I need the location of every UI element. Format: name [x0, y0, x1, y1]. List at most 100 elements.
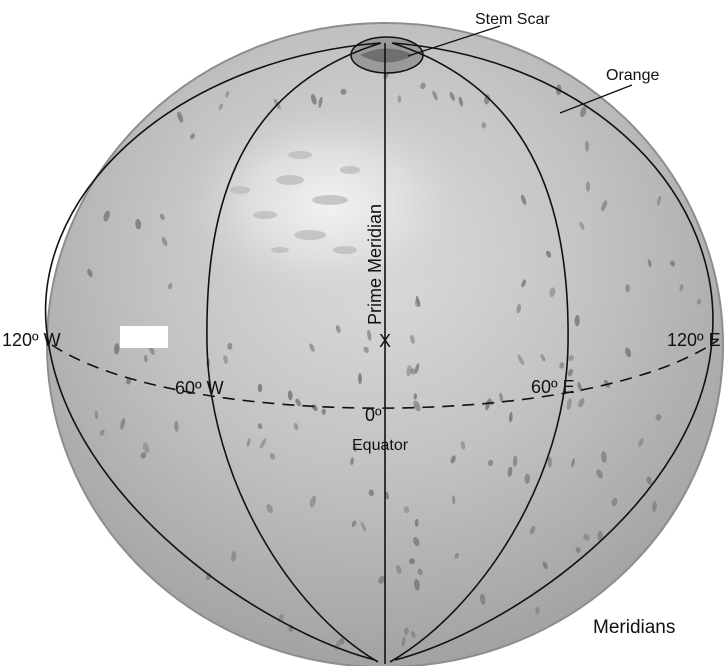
peel-pore — [87, 268, 93, 278]
prime-meridian-label: Prime Meridian — [365, 204, 385, 325]
peel-pore — [578, 398, 585, 408]
peel-pore — [396, 565, 402, 574]
peel-pore — [340, 88, 347, 95]
peel-pore — [142, 442, 150, 454]
peel-pore — [257, 423, 263, 430]
peel-pore — [295, 398, 302, 407]
peel-pore — [266, 504, 273, 513]
stem-scar-leader — [407, 25, 501, 57]
peel-pore — [625, 347, 632, 358]
peel-pore — [542, 561, 548, 570]
peel-pore — [449, 91, 455, 102]
peel-pore — [351, 520, 357, 527]
meridians-label: Meridians — [593, 617, 675, 638]
peel-pore — [414, 579, 420, 591]
peel-pore — [335, 325, 341, 334]
peel-pore — [309, 495, 317, 508]
lon-60w-label: 60º W — [175, 378, 224, 398]
peel-pore — [583, 533, 590, 541]
peel-pore — [415, 295, 421, 308]
peel-pore — [574, 314, 580, 327]
peel-pore — [611, 497, 618, 507]
orange-peel-pores — [87, 47, 702, 651]
meridian-60e — [389, 42, 569, 663]
peel-pore — [454, 552, 459, 559]
peel-pore — [559, 362, 565, 369]
peel-pore — [696, 298, 702, 305]
equator-label: Equator — [352, 437, 409, 454]
peel-pore — [103, 210, 110, 222]
orange-label: Orange — [606, 67, 659, 84]
peel-pore — [161, 236, 168, 246]
peel-pore — [363, 346, 369, 353]
point-x-label: X — [379, 331, 391, 351]
peel-pore — [293, 422, 299, 431]
peel-pore — [549, 287, 556, 298]
peel-pore — [566, 398, 572, 411]
lat-0-label: 0º — [365, 405, 382, 425]
peel-pore — [413, 537, 420, 547]
peel-pore — [601, 451, 607, 463]
peel-pore — [168, 283, 173, 290]
peel-pore — [414, 518, 419, 527]
peel-pore — [508, 411, 513, 423]
peel-pore — [432, 90, 438, 101]
meridian-120e — [392, 42, 714, 661]
peel-pore — [99, 429, 105, 436]
peel-pore — [350, 457, 354, 466]
orange-leader — [559, 84, 633, 114]
peel-pore — [585, 181, 591, 192]
peel-pore — [231, 551, 237, 562]
peel-pore — [596, 469, 603, 479]
peel-pore — [408, 558, 415, 565]
peel-pore — [547, 456, 552, 468]
peel-pore — [259, 438, 267, 449]
peel-pore — [223, 355, 228, 365]
peel-pore — [367, 329, 372, 342]
peel-pore — [512, 455, 518, 467]
peel-pore — [406, 365, 412, 377]
peel-pore — [287, 390, 293, 401]
peel-pore — [625, 284, 630, 293]
peel-pore — [679, 284, 684, 292]
peel-pore — [401, 636, 406, 647]
peel-pore — [655, 414, 662, 421]
peel-pore — [507, 466, 513, 478]
peel-pore — [499, 392, 504, 403]
peel-pore — [529, 525, 536, 535]
peel-pore — [360, 521, 367, 532]
peel-pore — [484, 94, 490, 105]
peel-pore — [310, 93, 317, 105]
peel-pore — [353, 444, 357, 452]
stem-scar-label: Stem Scar — [475, 11, 550, 28]
peel-pore — [487, 459, 494, 467]
peel-pore — [652, 501, 657, 513]
peel-pore — [257, 383, 263, 393]
peel-pore — [479, 593, 486, 605]
peel-pore — [94, 410, 99, 420]
peel-pore — [159, 213, 165, 220]
peel-pore — [246, 438, 251, 447]
peel-pore — [517, 354, 525, 366]
peel-pore — [580, 106, 587, 118]
peel-pore — [411, 630, 416, 638]
peel-pore — [414, 363, 420, 374]
peel-pore — [577, 381, 582, 392]
peel-pore — [385, 491, 389, 500]
peel-pore — [143, 355, 148, 363]
peel-pore — [126, 377, 131, 385]
peel-pore — [269, 453, 276, 460]
lon-120w-label: 120º W — [2, 330, 61, 350]
peel-pore — [420, 82, 426, 90]
peel-pore — [177, 111, 184, 123]
peel-pore — [450, 455, 456, 464]
peel-pore — [397, 95, 402, 103]
peel-pore — [567, 368, 574, 377]
peel-pore — [227, 342, 233, 350]
peel-pore — [516, 303, 522, 314]
lon-60e-label: 60º E — [531, 377, 575, 397]
lon-120e-label: 120º E — [667, 330, 721, 350]
peel-pore — [218, 103, 224, 110]
peel-pore — [545, 250, 552, 258]
